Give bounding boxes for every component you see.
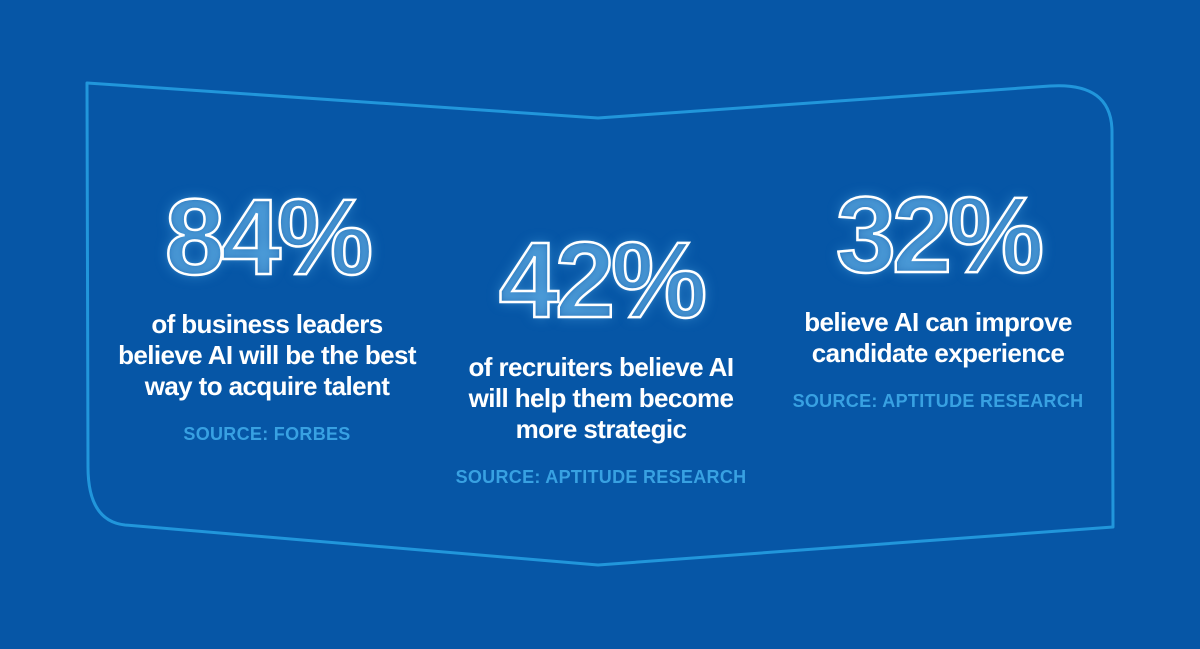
stat-description-line: believe AI will be the best xyxy=(118,340,416,370)
stat-description-line: believe AI can improve xyxy=(804,307,1072,337)
stat-description: of recruiters believe AI will help them … xyxy=(421,352,781,445)
stat-description-line: of recruiters believe AI xyxy=(468,352,735,382)
stat-description-line: candidate experience xyxy=(811,338,1065,368)
stat-description-line: will help them become xyxy=(468,383,734,413)
stat-block-business-leaders: 84% of business leaders believe AI will … xyxy=(87,176,447,446)
stat-block-recruiters: 42% of recruiters believe AI will help t… xyxy=(421,219,781,489)
stat-value: 84% xyxy=(164,176,375,297)
stat-description: believe AI can improve candidate experie… xyxy=(758,307,1118,369)
stat-value: 32% xyxy=(835,174,1046,295)
stat-block-candidate-experience: 32% believe AI can improve candidate exp… xyxy=(758,174,1118,413)
stat-description: of business leaders believe AI will be t… xyxy=(87,309,447,402)
stat-value: 42% xyxy=(498,219,709,340)
stat-source: SOURCE: APTITUDE RESEARCH xyxy=(455,467,747,487)
stat-description-line: way to acquire talent xyxy=(144,371,390,401)
stat-source: SOURCE: APTITUDE RESEARCH xyxy=(792,391,1084,411)
stat-source: SOURCE: FORBES xyxy=(183,424,351,444)
stat-description-line: of business leaders xyxy=(151,309,383,339)
stat-description-line: more strategic xyxy=(515,414,687,444)
